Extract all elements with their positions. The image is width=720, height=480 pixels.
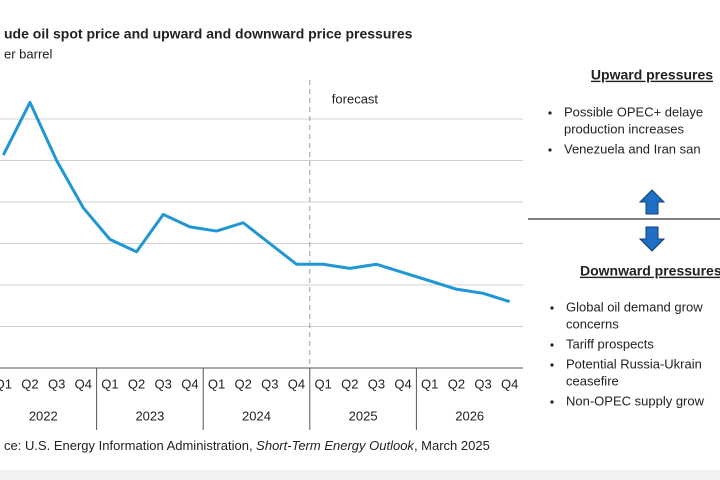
bullet-dot	[548, 148, 552, 152]
chart-subtitle: er barrel	[4, 46, 53, 61]
down-arrow	[638, 226, 666, 252]
chart-title: ude oil spot price and upward and downwa…	[4, 26, 413, 42]
year-label: 2026	[455, 408, 484, 423]
bullet-text: Global oil demand grow	[566, 299, 703, 314]
bottom-strip	[0, 470, 720, 480]
upward-title: Upward pressures	[591, 67, 713, 83]
x-tick-label: Q3	[261, 376, 278, 391]
source-part: , March 2025	[414, 438, 490, 453]
x-tick-label: Q1	[314, 376, 331, 391]
x-tick-label: Q4	[394, 376, 411, 391]
x-tick-label: Q1	[0, 376, 12, 391]
year-label: 2024	[242, 408, 271, 423]
x-tick-label: Q4	[288, 376, 305, 391]
price-line	[1, 100, 511, 304]
x-tick-label: Q1	[208, 376, 225, 391]
x-tick-label: Q2	[21, 376, 38, 391]
bullet-dot	[550, 343, 554, 347]
bullet-text: Potential Russia-Ukrain	[566, 356, 702, 371]
x-tick-label: Q4	[75, 376, 92, 391]
year-label: 2023	[135, 408, 164, 423]
x-tick-label: Q2	[448, 376, 465, 391]
source-title: Short-Term Energy Outlook	[256, 438, 415, 453]
x-tick-label: Q1	[101, 376, 118, 391]
x-tick-label: Q4	[181, 376, 198, 391]
bullet-text: production increases	[564, 121, 684, 136]
annotation: forecast	[332, 91, 379, 106]
bullet-text: ceasefire	[566, 373, 619, 388]
x-tick-label: Q3	[155, 376, 172, 391]
bullet-text: Venezuela and Iran san	[564, 141, 701, 156]
bullet-text: Non-OPEC supply grow	[566, 393, 705, 408]
bullet-dot	[548, 111, 552, 115]
year-label: 2022	[29, 408, 58, 423]
bullet-text: concerns	[566, 316, 619, 331]
x-tick-label: Q3	[48, 376, 65, 391]
x-tick-label: Q3	[368, 376, 385, 391]
up-arrow	[638, 189, 666, 215]
bullet-text: Possible OPEC+ delaye	[564, 104, 703, 119]
year-label: 2025	[349, 408, 378, 423]
x-tick-label: Q4	[501, 376, 518, 391]
source: ce: U.S. Energy Information Administrati…	[4, 438, 490, 453]
x-tick-label: Q1	[421, 376, 438, 391]
downward-title: Downward pressures	[580, 263, 720, 279]
x-tick-label: Q2	[341, 376, 358, 391]
bullet-dot	[550, 306, 554, 310]
x-tick-label: Q3	[474, 376, 491, 391]
bullet-dot	[550, 363, 554, 367]
x-tick-label: Q2	[128, 376, 145, 391]
bullet-text: Tariff prospects	[566, 336, 654, 351]
x-tick-label: Q2	[235, 376, 252, 391]
bullet-dot	[550, 400, 554, 404]
source-part: ce: U.S. Energy Information Administrati…	[4, 438, 256, 453]
